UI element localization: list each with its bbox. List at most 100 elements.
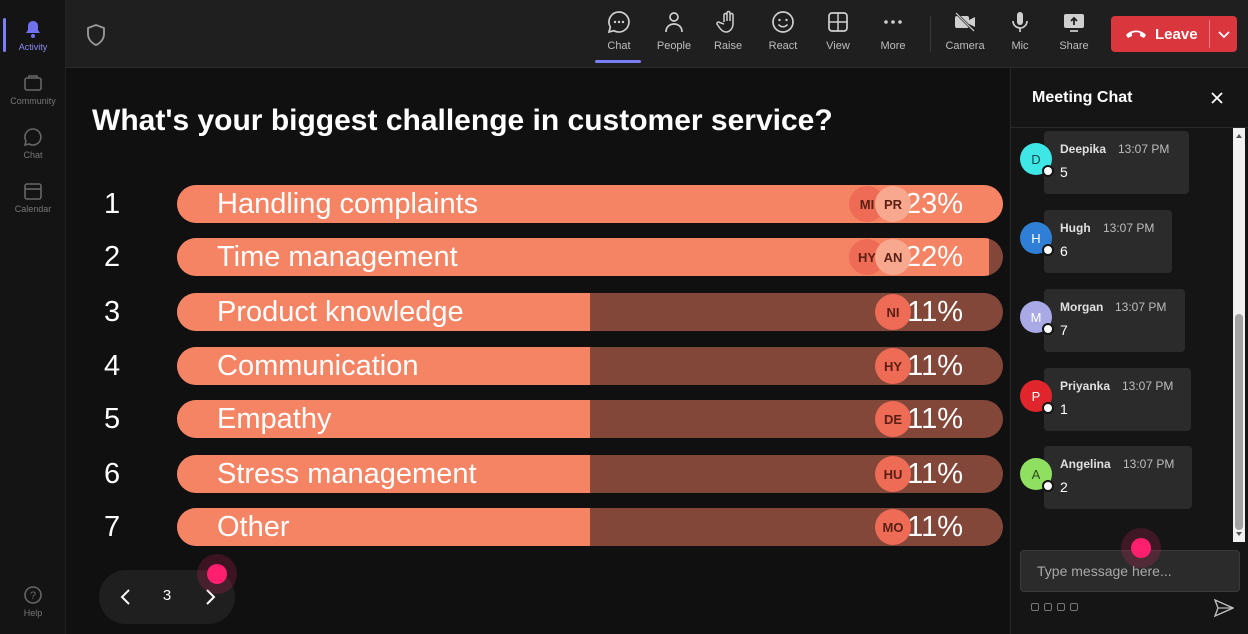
toolbar-view-button[interactable]: View: [810, 10, 866, 60]
raise-hand-icon: [716, 10, 734, 33]
close-icon[interactable]: [1209, 90, 1225, 106]
svg-text:?: ?: [30, 590, 36, 602]
poll-title: What's your biggest challenge in custome…: [92, 104, 833, 137]
poll-option-label: Communication: [217, 350, 419, 382]
shield-icon[interactable]: [86, 24, 106, 46]
attach-icon[interactable]: [1044, 603, 1052, 611]
presence-indicator: [1042, 323, 1054, 335]
view-grid-icon: [828, 12, 848, 32]
chat-icon: [607, 11, 630, 34]
chat-scrollbar[interactable]: [1233, 128, 1245, 542]
poll-option-fill: [177, 293, 590, 331]
message-author: Angelina: [1060, 457, 1111, 471]
poll-results-panel: What's your biggest challenge in custome…: [66, 68, 1010, 634]
message-bubble: Morgan 13:07 PM 7: [1044, 289, 1185, 352]
rail-item-label: Calendar: [14, 203, 52, 214]
scroll-down-icon[interactable]: [1235, 530, 1243, 538]
presence-indicator: [1042, 244, 1054, 256]
avatar[interactable]: H: [1020, 222, 1054, 256]
chat-message: Hugh 13:07 PM 6 H: [1011, 210, 1233, 274]
rail-item-label: Activity: [18, 41, 48, 52]
format-icon[interactable]: [1031, 603, 1039, 611]
chat-title: Meeting Chat: [1032, 89, 1133, 106]
presence-indicator: [1042, 402, 1054, 414]
poll-option-row: 4 Communication HY 11%: [66, 347, 1010, 385]
poll-option-number: 4: [104, 350, 121, 382]
rail-item-help[interactable]: ? Help: [0, 576, 66, 626]
message-input[interactable]: [1021, 551, 1239, 591]
message-bubble: Hugh 13:07 PM 6: [1044, 210, 1172, 273]
poll-option-row: 2 Time management HY AN 22%: [66, 238, 1010, 276]
avatar[interactable]: D: [1020, 143, 1054, 177]
avatar[interactable]: P: [1020, 380, 1054, 414]
gif-icon[interactable]: [1070, 603, 1078, 611]
poll-option-percent: 22%: [904, 241, 963, 273]
toolbar-mic-button[interactable]: Mic: [992, 10, 1048, 60]
poll-option-fill: [177, 508, 590, 546]
toolbar-button-label: Mic: [1011, 40, 1029, 52]
toolbar-divider: [930, 16, 931, 52]
leave-separator: [1209, 20, 1210, 48]
poll-option-bar: Communication HY 11%: [177, 347, 1003, 385]
rail-item-calendar[interactable]: Calendar: [0, 172, 66, 222]
poll-option-bar: Product knowledge NI 11%: [177, 293, 1003, 331]
poll-option-fill: [177, 455, 590, 493]
voter-avatar[interactable]: AN: [875, 239, 911, 275]
poll-option-bar: Handling complaints MI PR 23%: [177, 185, 1003, 223]
toolbar-button-label: Chat: [607, 40, 631, 52]
toolbar-chat-button[interactable]: Chat: [591, 10, 647, 63]
poll-option-fill: [177, 347, 590, 385]
poll-option-number: 3: [104, 296, 121, 328]
presence-indicator: [1042, 480, 1054, 492]
poll-option-fill: [177, 400, 590, 438]
poll-option-bar: Other MO 11%: [177, 508, 1003, 546]
poll-option-number: 7: [104, 511, 121, 543]
toolbar-camera-button[interactable]: Camera: [937, 10, 993, 60]
leave-label: Leave: [1155, 25, 1198, 43]
message-text: 7: [1060, 322, 1068, 338]
voter-avatar[interactable]: DE: [875, 401, 911, 437]
voter-avatar[interactable]: HY: [875, 348, 911, 384]
rail-item-community[interactable]: Community: [0, 64, 66, 114]
rail-item-chat[interactable]: Chat: [0, 118, 66, 168]
toolbar-share-button[interactable]: Share: [1046, 10, 1102, 60]
chevron-right-icon[interactable]: [199, 586, 221, 608]
chevron-left-icon[interactable]: [115, 586, 137, 608]
emoji-icon[interactable]: [1057, 603, 1065, 611]
avatar-initial: D: [1031, 151, 1041, 167]
chat-message: Priyanka 13:07 PM 1 P: [1011, 368, 1233, 432]
chat-message: Morgan 13:07 PM 7 M: [1011, 289, 1233, 353]
toolbar-raise-button[interactable]: Raise: [700, 10, 756, 60]
poll-option-number: 2: [104, 241, 121, 273]
poll-option-row: 3 Product knowledge NI 11%: [66, 293, 1010, 331]
voter-avatar[interactable]: MO: [875, 509, 911, 545]
rail-item-label: Community: [10, 95, 56, 106]
poll-option-percent: 11%: [907, 403, 963, 435]
voter-avatar[interactable]: NI: [875, 294, 911, 330]
toolbar-react-button[interactable]: React: [755, 10, 811, 60]
poll-option-row: 5 Empathy DE 11%: [66, 400, 1010, 438]
react-icon: [772, 11, 794, 33]
poll-option-label: Other: [217, 511, 290, 543]
send-icon[interactable]: [1214, 599, 1234, 617]
message-bubble: Priyanka 13:07 PM 1: [1044, 368, 1191, 431]
leave-button[interactable]: Leave: [1111, 16, 1237, 52]
rail-item-activity[interactable]: Activity: [0, 10, 66, 60]
avatar[interactable]: A: [1020, 458, 1054, 492]
toolbar-people-button[interactable]: People: [646, 10, 702, 60]
avatar[interactable]: M: [1020, 301, 1054, 335]
message-compose-box: [1020, 550, 1240, 592]
message-text: 1: [1060, 401, 1068, 417]
voter-avatar[interactable]: HU: [875, 456, 911, 492]
poll-option-row: 1 Handling complaints MI PR 23%: [66, 185, 1010, 223]
poll-option-percent: 11%: [907, 296, 963, 328]
message-author: Morgan: [1060, 300, 1104, 314]
chevron-down-icon[interactable]: [1217, 27, 1231, 41]
message-bubble: Deepika 13:07 PM 5: [1044, 131, 1189, 194]
scrollbar-thumb[interactable]: [1235, 314, 1243, 530]
message-author: Deepika: [1060, 142, 1107, 156]
voter-avatar[interactable]: PR: [875, 186, 911, 222]
scroll-up-icon[interactable]: [1235, 132, 1243, 140]
toolbar-more-button[interactable]: More: [865, 10, 921, 60]
poll-option-row: 7 Other MO 11%: [66, 508, 1010, 546]
